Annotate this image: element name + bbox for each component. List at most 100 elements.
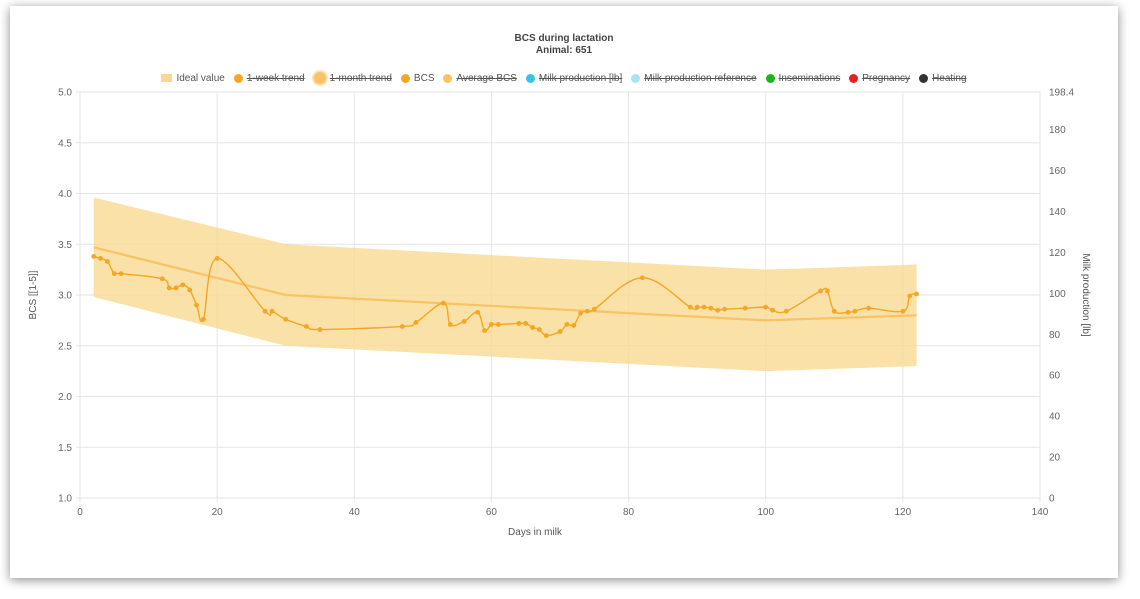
bcs-data-point (866, 305, 871, 311)
bcs-data-point (571, 323, 577, 328)
bcs-data-point (262, 308, 268, 314)
bcs-data-point (194, 302, 199, 308)
legend-label: BCS (413, 72, 435, 84)
legend-item-average-bcs[interactable]: Average BCS (443, 72, 517, 84)
bcs-data-point (537, 327, 542, 332)
bcs-data-point (708, 305, 714, 311)
chart-title: BCS during lactation (514, 33, 614, 44)
bcs-data-point (413, 320, 419, 325)
legend-label: Pregnancy (862, 72, 911, 84)
legend-swatch-icon (849, 73, 859, 83)
legend-label: Ideal value (176, 72, 225, 84)
bcs-data-point (687, 304, 693, 310)
legend-swatch-icon (400, 73, 410, 83)
bcs-data-point (482, 328, 487, 333)
y2-tick-label: 60 (1049, 371, 1061, 382)
chart-subtitle: Animal: 651 (535, 45, 593, 56)
legend-item-inseminations[interactable]: Inseminations (765, 72, 841, 84)
bcs-data-point (111, 271, 117, 277)
legend-item-milk-production-reference[interactable]: Milk production reference (631, 72, 757, 84)
y-tick-label: 4.5 (58, 138, 72, 149)
bcs-data-point (694, 304, 700, 310)
bcs-data-point (543, 333, 549, 338)
bcs-data-point (585, 308, 590, 314)
x-tick-label: 0 (77, 507, 83, 518)
y-tick-label: 1.0 (58, 494, 72, 505)
y-tick-label: 4.0 (58, 189, 72, 200)
bcs-data-point (187, 287, 193, 293)
y2-axis-title: Milk production [lb] (1080, 253, 1091, 337)
x-tick-label: 120 (895, 507, 912, 518)
ideal-value-line (93, 246, 917, 322)
bcs-data-point (283, 316, 289, 322)
bcs-chart: 0 20 40 60 80 100 120 140 1.0 1.5 2.0 2.5 3.0 3.5 4.0 4… (28, 88, 1091, 539)
legend-item-1-week-trend[interactable]: 1-week trend (233, 72, 305, 84)
legend-label: Average BCS (456, 72, 517, 84)
bcs-data-point (557, 329, 563, 334)
y-tick-label: 3.5 (58, 240, 72, 251)
bcs-data-point (701, 304, 707, 310)
bcs-data-point (742, 305, 748, 311)
legend-swatch-icon (233, 73, 243, 83)
legend-swatch-icon (161, 74, 173, 82)
x-axis-title: Days in milk (508, 527, 563, 538)
y2-tick-label: 40 (1049, 412, 1061, 423)
legend-item-milk-production-lb[interactable]: Milk production [lb] (525, 72, 622, 84)
ideal-range-band (93, 197, 917, 372)
legend-item-pregnancy[interactable]: Pregnancy (849, 72, 910, 84)
y2-tick-label: 20 (1049, 453, 1061, 464)
legend-label: Inseminations (778, 72, 841, 84)
bcs-data-point (852, 308, 858, 314)
bcs-data-point (564, 322, 570, 327)
y2-tick-label: 80 (1049, 330, 1061, 341)
bcs-data-point (900, 308, 906, 314)
y2-tick-label: 160 (1049, 166, 1066, 177)
y-tick-label: 2.5 (58, 341, 72, 352)
y-tick-label: 1.5 (58, 443, 72, 454)
x-tick-label: 140 (1032, 507, 1049, 518)
bcs-data-point (118, 271, 124, 277)
bcs-data-point (639, 275, 645, 281)
legend-item-ideal-value[interactable]: Ideal value (161, 72, 225, 84)
bcs-data-point (317, 327, 323, 332)
legend-label: Milk production reference (644, 72, 757, 84)
y-tick-label: 2.0 (58, 392, 72, 403)
bcs-data-point (441, 300, 446, 306)
bcs-data-point (715, 307, 721, 313)
x-tick-label: 80 (623, 507, 635, 518)
chart-legend: Ideal value 1-week trend 1-month trend BCS A… (10, 72, 1118, 84)
bcs-data-point (461, 318, 467, 324)
bcs-data-point (907, 293, 913, 299)
bcs-data-point (201, 316, 206, 322)
bcs-data-point (578, 310, 583, 316)
bcs-data-point (845, 309, 851, 315)
bcs-data-point (770, 307, 775, 313)
x-tick-label: 40 (349, 507, 361, 518)
bcs-data-point (530, 325, 535, 330)
bcs-data-point (825, 288, 830, 294)
legend-item-heating[interactable]: Heating (919, 72, 967, 84)
x-tick-label: 100 (757, 507, 774, 518)
legend-swatch-icon (313, 72, 326, 84)
y-axis-title: BCS [[1-5]] (28, 270, 39, 319)
legend-swatch-icon (765, 73, 775, 83)
bcs-data-point (159, 276, 165, 282)
bcs-data-point (763, 304, 769, 310)
bcs-data-point (516, 321, 522, 326)
bcs-data-point (180, 282, 186, 288)
bcs-data-point (591, 306, 597, 312)
legend-label: 1-week trend (246, 72, 305, 84)
y2-tick-label: 198.4 (1049, 88, 1074, 99)
bcs-data-point (303, 324, 309, 329)
bcs-data-point (173, 285, 179, 291)
legend-swatch-icon (631, 73, 641, 83)
bcs-data-point (489, 322, 494, 327)
legend-label: 1-month trend (329, 72, 392, 84)
y2-tick-label: 140 (1049, 207, 1066, 218)
legend-item-bcs[interactable]: BCS (400, 72, 435, 84)
legend-item-1-month-trend[interactable]: 1-month trend (313, 72, 392, 84)
bcs-data-point (98, 256, 103, 261)
bcs-data-point (91, 254, 97, 259)
y2-tick-label: 180 (1049, 125, 1066, 136)
y-tick-label: 5.0 (58, 88, 72, 99)
